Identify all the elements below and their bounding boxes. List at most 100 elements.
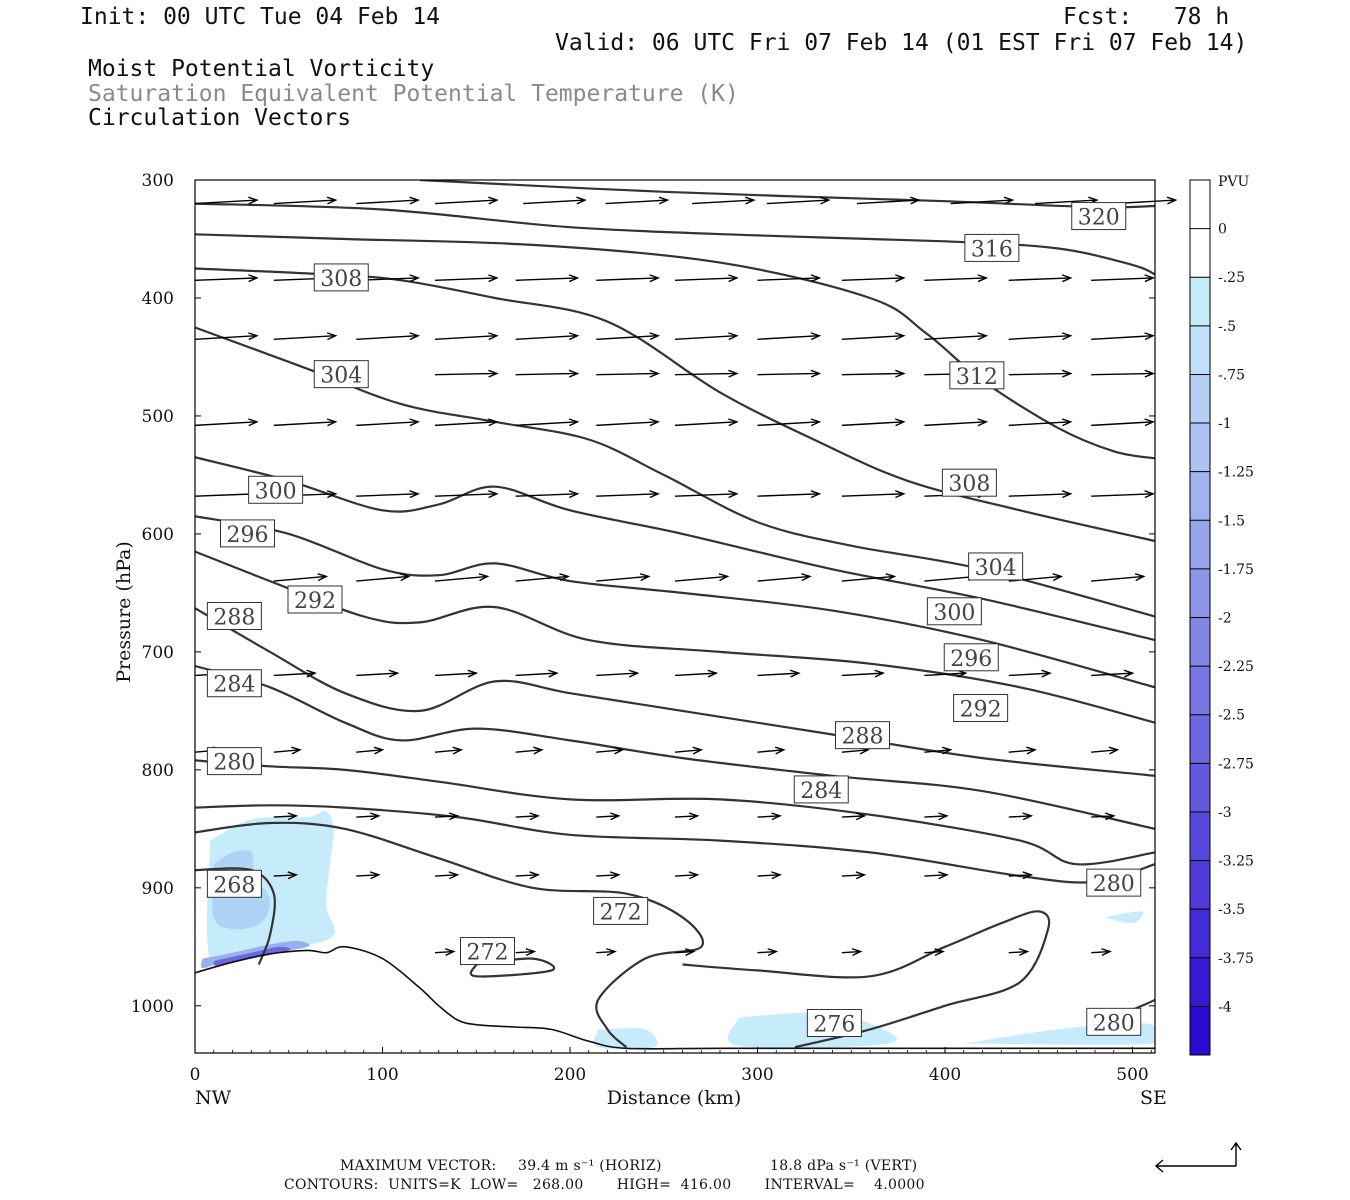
contour-label: 284 xyxy=(206,669,262,698)
circulation-vector xyxy=(674,274,739,283)
theta-contour-272 xyxy=(195,821,704,1048)
colorbar-label: -2.5 xyxy=(1218,708,1245,724)
circulation-vector xyxy=(757,871,782,880)
theta-contour-296 xyxy=(195,515,1155,689)
contour-label: 304 xyxy=(313,360,369,389)
circulation-vector xyxy=(515,274,580,283)
circulation-vector xyxy=(434,274,499,283)
circulation-vector xyxy=(757,490,822,499)
circulation-vector xyxy=(674,573,730,582)
colorbar-cell xyxy=(1190,423,1210,472)
colorbar-cell xyxy=(1190,471,1210,521)
circulation-vector xyxy=(841,948,863,957)
contour-labels: 320 316 308 304 312 300 308 296 304 292 300 288 296 2… xyxy=(206,202,1142,1038)
contour-label: 296 xyxy=(220,519,275,548)
circulation-vector xyxy=(757,948,779,957)
x-tick-label: 400 xyxy=(929,1065,961,1085)
circulation-vector xyxy=(1008,871,1034,880)
circulation-vector xyxy=(434,490,499,499)
contour-label: 280 xyxy=(1086,1007,1142,1036)
circulation-vector xyxy=(924,332,989,341)
y-tick-label: 900 xyxy=(142,879,174,899)
circulation-vector xyxy=(434,196,499,205)
circulation-vector xyxy=(1008,812,1034,821)
nw-label: NW xyxy=(195,1087,232,1109)
circulation-vector xyxy=(434,573,490,582)
circulation-vector xyxy=(757,274,822,283)
y-tick-label: 600 xyxy=(142,525,174,545)
x-tick-label: 500 xyxy=(1116,1065,1148,1085)
circulation-vector xyxy=(1008,418,1073,427)
y-tick-label: 500 xyxy=(142,407,174,427)
svg-text:316: 316 xyxy=(971,237,1013,262)
svg-text:300: 300 xyxy=(933,601,975,626)
circulation-vector xyxy=(924,746,953,755)
svg-text:296: 296 xyxy=(227,523,269,548)
circulation-vector xyxy=(523,196,587,205)
colorbar-cell xyxy=(1190,520,1210,569)
circulation-vector xyxy=(766,196,831,205)
colorbar-label: -1.75 xyxy=(1218,562,1254,578)
x-tick-label: 300 xyxy=(741,1065,773,1085)
circulation-vector xyxy=(1008,669,1052,678)
circulation-vector xyxy=(841,573,897,582)
contour-label: 288 xyxy=(206,602,262,631)
circulation-vector xyxy=(674,418,739,427)
svg-text:292: 292 xyxy=(960,698,1002,723)
svg-text:280: 280 xyxy=(1093,872,1135,897)
circulation-vector xyxy=(515,418,580,427)
circulation-vector xyxy=(605,196,670,205)
theta-contour-276 xyxy=(195,804,1155,884)
max-vector-label: MAXIMUM VECTOR: xyxy=(340,1158,497,1174)
colorbar-label: 0 xyxy=(1218,222,1227,238)
circulation-vector xyxy=(356,418,421,427)
pv-region xyxy=(1104,911,1144,924)
y-axis-label: Pressure (hPa) xyxy=(113,541,135,683)
colorbar-label: -3 xyxy=(1218,805,1232,821)
circulation-vector xyxy=(273,332,338,341)
circulation-vector xyxy=(841,669,886,678)
circulation-vector xyxy=(674,669,719,678)
circulation-vector xyxy=(515,812,541,821)
colorbar-cell xyxy=(1190,860,1210,910)
y-tick-label: 1000 xyxy=(131,997,174,1017)
forecast-hour: Fcst: 78 h xyxy=(1063,4,1230,30)
colorbar-cell xyxy=(1190,228,1210,278)
valid-time: Valid: 06 UTC Fri 07 Feb 14 (01 EST Fri … xyxy=(555,30,1248,56)
theta-contours xyxy=(195,180,1155,1049)
contour-label: 280 xyxy=(1086,868,1142,897)
circulation-vector xyxy=(356,573,411,582)
circulation-vector xyxy=(841,332,906,341)
circulation-vector xyxy=(356,746,385,755)
contour-label: 292 xyxy=(953,694,1009,723)
circulation-vector xyxy=(1091,573,1146,582)
colorbar-cell xyxy=(1190,374,1210,424)
circulation-vector xyxy=(596,274,661,283)
colorbar-cell xyxy=(1190,714,1210,764)
circulation-vector xyxy=(596,948,617,957)
circulation-vector xyxy=(757,669,801,678)
circulation-vector xyxy=(1091,369,1156,378)
circulation-vector xyxy=(841,490,906,499)
terrain-line xyxy=(194,945,1155,1050)
circulation-vector xyxy=(757,369,822,378)
circulation-vector xyxy=(194,418,259,427)
colorbar-cell xyxy=(1190,568,1210,618)
circulation-vector xyxy=(674,871,700,880)
contour-label: 308 xyxy=(313,263,369,292)
circulation-vector xyxy=(674,746,704,755)
circulation-vector xyxy=(924,418,989,427)
circulation-vector xyxy=(674,812,700,821)
circulation-vector xyxy=(273,573,329,582)
plot-frame xyxy=(194,179,1156,1054)
circulation-vector xyxy=(356,332,421,341)
pv-shading xyxy=(200,810,1155,1050)
svg-text:312: 312 xyxy=(956,365,998,390)
circulation-vector xyxy=(596,871,621,880)
theta-contour-300 xyxy=(195,456,1155,642)
theta-contour-284 xyxy=(195,664,1155,830)
field-title-theta: Saturation Equivalent Potential Temperat… xyxy=(88,81,739,107)
terrain-surface xyxy=(194,945,1155,1050)
circulation-vector xyxy=(434,812,460,821)
circulation-vector xyxy=(596,369,661,378)
